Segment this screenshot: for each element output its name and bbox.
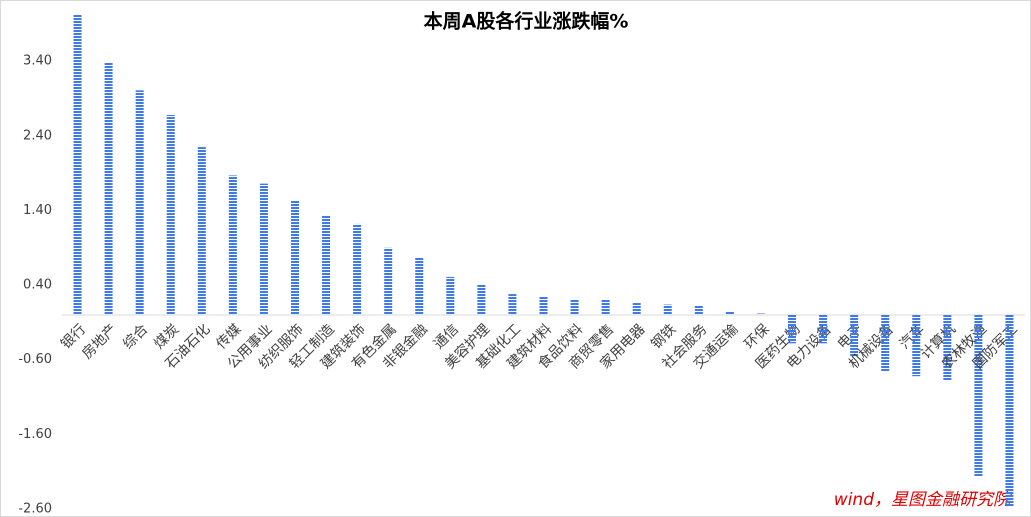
bar [166, 114, 175, 315]
bar [135, 90, 144, 315]
y-tick-label: -1.60 [18, 427, 52, 442]
bar [353, 223, 362, 315]
bar [73, 14, 82, 315]
annotation: wind，星图金融研究院 [834, 490, 1013, 510]
y-tick-label: 3.40 [23, 54, 52, 69]
bar [384, 247, 393, 315]
chart-title: 本周A股各行业涨跌幅% [424, 10, 629, 33]
bar [725, 311, 734, 315]
bar [788, 314, 797, 344]
bar [570, 299, 579, 315]
y-tick-label: 2.40 [23, 128, 52, 143]
y-tick-label: 0.40 [23, 278, 52, 293]
bar [850, 314, 859, 357]
bar [197, 147, 206, 315]
bar [446, 276, 455, 315]
bar [756, 313, 765, 315]
bar [290, 200, 299, 315]
bar [881, 314, 890, 372]
bar [632, 303, 641, 315]
bar [974, 314, 983, 477]
bar [694, 305, 703, 315]
bar [259, 183, 268, 315]
bar [819, 314, 828, 344]
bar [912, 314, 921, 377]
bar [943, 314, 952, 381]
y-tick-label: -2.60 [18, 502, 52, 517]
bar [508, 294, 517, 315]
bar [601, 299, 610, 315]
bar [663, 304, 672, 315]
bar [415, 257, 424, 315]
bar [539, 296, 548, 315]
y-tick-label: -0.60 [18, 352, 52, 367]
y-tick-label: 1.40 [23, 203, 52, 218]
bar [477, 284, 486, 315]
bar [1005, 314, 1014, 507]
bar [322, 215, 331, 315]
bar [228, 175, 237, 315]
bar [104, 61, 113, 315]
